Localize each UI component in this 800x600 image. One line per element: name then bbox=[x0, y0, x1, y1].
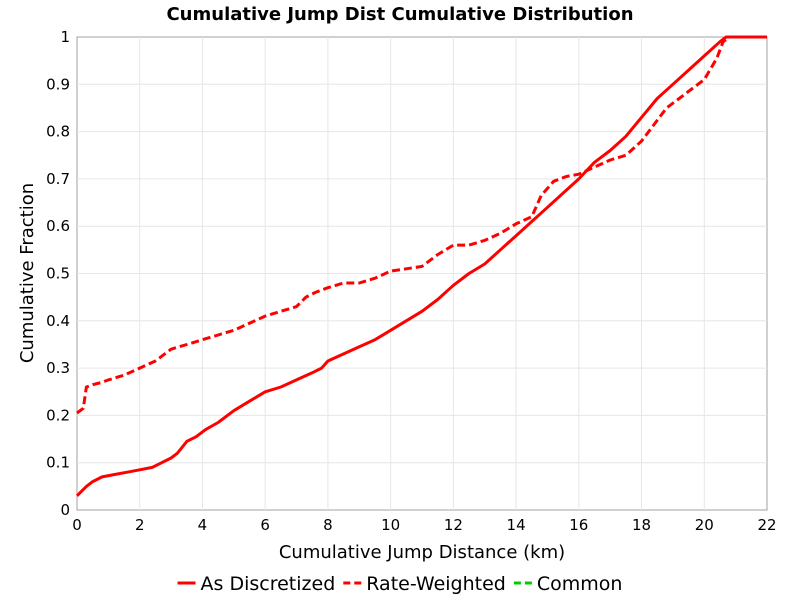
plot-area bbox=[75, 35, 768, 511]
y-axis-label: Cumulative Fraction bbox=[17, 183, 38, 363]
x-tick-label: 20 bbox=[695, 516, 714, 534]
legend-label: As Discretized bbox=[201, 573, 336, 595]
series-layer bbox=[75, 35, 767, 497]
y-tick-label: 0.8 bbox=[46, 123, 70, 141]
x-axis-ticks: 0 2 4 6 8 10 12 14 16 18 20 22 bbox=[72, 516, 776, 534]
x-tick-label: 0 bbox=[72, 516, 82, 534]
y-tick-label: 0.6 bbox=[46, 217, 70, 235]
x-tick-label: 16 bbox=[569, 516, 588, 534]
x-tick-label: 22 bbox=[757, 516, 776, 534]
x-tick-label: 8 bbox=[323, 516, 333, 534]
x-tick-label: 14 bbox=[507, 516, 526, 534]
x-tick-label: 6 bbox=[260, 516, 270, 534]
y-tick-label: 0.9 bbox=[46, 75, 70, 93]
series-line-rate-weighted bbox=[76, 35, 767, 415]
series-line-as-discretized bbox=[75, 35, 767, 497]
x-axis-label: Cumulative Jump Distance (km) bbox=[279, 542, 565, 563]
x-tick-label: 12 bbox=[444, 516, 463, 534]
x-tick-label: 2 bbox=[135, 516, 145, 534]
y-tick-label: 0.1 bbox=[46, 454, 70, 472]
x-tick-label: 10 bbox=[381, 516, 400, 534]
x-tick-label: 18 bbox=[632, 516, 651, 534]
y-tick-label: 0.2 bbox=[46, 406, 70, 424]
y-tick-label: 0.4 bbox=[46, 312, 70, 330]
y-tick-label: 0.3 bbox=[46, 359, 70, 377]
legend-label: Rate-Weighted bbox=[366, 573, 506, 595]
y-tick-label: 1 bbox=[60, 28, 70, 46]
y-tick-label: 0 bbox=[60, 501, 70, 519]
x-tick-label: 4 bbox=[198, 516, 208, 534]
y-tick-label: 0.5 bbox=[46, 265, 70, 283]
chart-title: Cumulative Jump Dist Cumulative Distribu… bbox=[166, 4, 633, 25]
legend-label: Common bbox=[537, 573, 623, 595]
y-axis-ticks: 0 0.1 0.2 0.3 0.4 0.5 0.6 0.7 0.8 0.9 1 bbox=[46, 28, 70, 519]
legend: As Discretized Rate-Weighted Common bbox=[177, 573, 623, 595]
y-tick-label: 0.7 bbox=[46, 170, 70, 188]
